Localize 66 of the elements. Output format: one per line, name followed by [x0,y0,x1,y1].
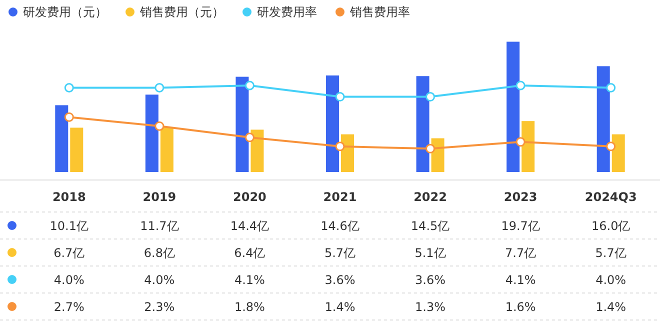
bar [341,134,354,172]
point [64,83,74,93]
legend-label: 研发费用（元） [23,5,107,19]
bar [522,121,535,172]
point [154,83,164,93]
x-tick-label: 2023 [504,190,538,204]
data-label: 14.5亿 [410,219,450,233]
data-label: 1.6% [505,300,536,314]
point [516,80,526,90]
point [154,121,164,131]
bar [506,42,520,172]
data-label: 11.7亿 [140,219,179,233]
data-label: 1.8% [234,300,265,314]
point [335,92,345,102]
data-label: 5.7亿 [595,246,626,260]
data-label: 19.7亿 [501,219,540,233]
data-label: 5.7亿 [324,246,356,260]
bar [612,134,625,172]
data-label: 14.4亿 [230,219,270,233]
data-label: 4.1% [234,273,265,287]
bar [236,76,249,172]
point [335,142,345,152]
data-label: 10.1亿 [50,219,88,233]
point [244,132,254,142]
bar [250,130,264,172]
bar [55,105,68,172]
data-label: 1.4% [324,300,356,314]
point [516,137,526,147]
data-label: 6.8亿 [144,246,175,260]
x-tick-label: 2018 [52,190,86,204]
bar [160,127,174,172]
x-tick-label: 2021 [323,190,357,204]
data-label: 4.0% [144,273,175,287]
data-label: 6.4亿 [234,246,266,260]
x-tick-label: 2022 [414,190,447,204]
x-tick-label: 2020 [233,190,266,204]
point [426,92,436,102]
data-label: 4.1% [505,273,536,287]
data-label: 1.3% [415,300,446,314]
data-label: 4.0% [54,273,84,287]
data-label: 4.0% [596,273,626,287]
legend-label: 销售费用（元） [139,5,224,19]
point [426,144,436,154]
data-label: 7.7亿 [505,246,536,260]
bar [326,75,339,172]
point [244,80,254,90]
bar [416,76,430,172]
data-label: 1.4% [596,300,626,314]
point [64,112,74,122]
legend-label: 销售费用率 [349,5,410,19]
data-label: 3.6% [415,273,446,287]
point [606,83,616,93]
data-label: 6.7亿 [54,246,85,260]
bar [145,94,158,172]
data-label: 2.7% [54,300,84,314]
point [606,142,616,152]
data-label: 2.3% [144,300,175,314]
data-label: 16.0亿 [592,219,630,233]
data-label: 14.6亿 [320,219,360,233]
data-label: 3.6% [324,273,356,287]
bar [596,66,610,172]
x-tick-label: 2019 [142,190,176,204]
data-label: 5.1亿 [414,246,446,260]
legend-label: 研发费用率 [257,5,317,19]
bar [70,128,84,172]
x-tick-label: 2024Q3 [584,190,637,204]
